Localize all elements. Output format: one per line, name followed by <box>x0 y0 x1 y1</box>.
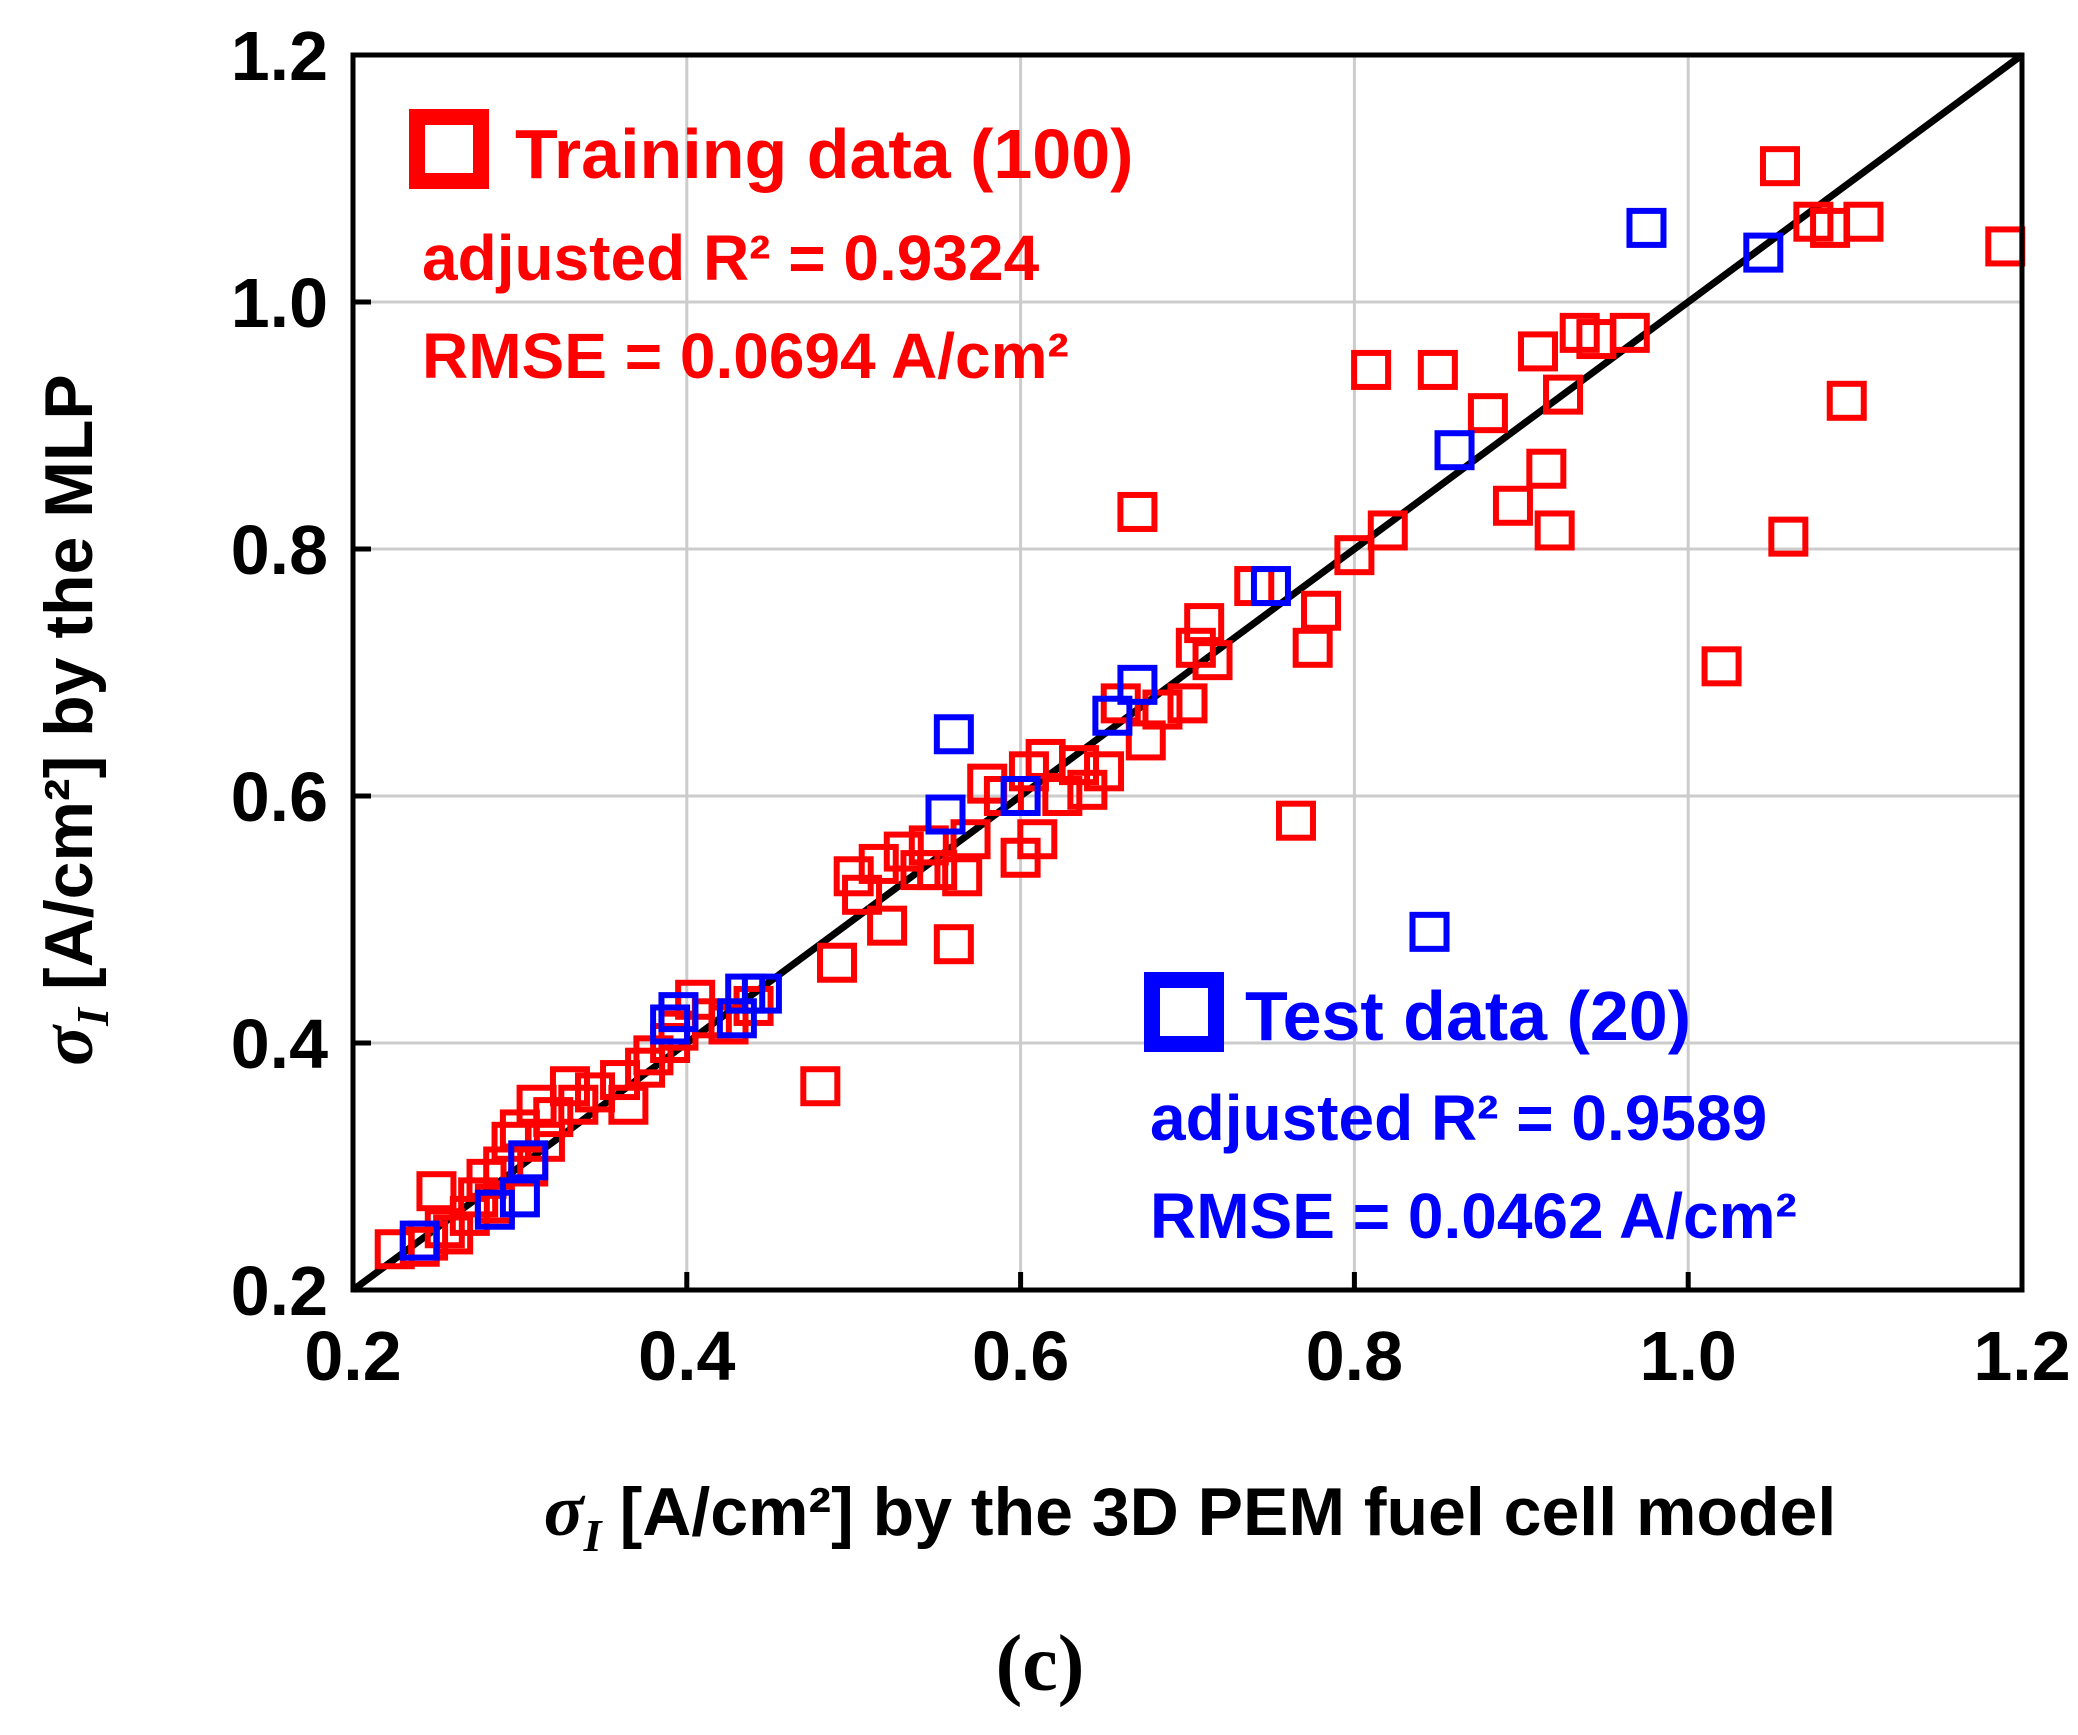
test-point <box>474 1189 515 1230</box>
test-point <box>1626 207 1667 248</box>
test-point <box>1117 664 1158 705</box>
x-tick-label: 0.8 <box>1306 1317 1403 1395</box>
test-point <box>716 998 757 1039</box>
x-tick-label: 1.2 <box>1973 1317 2070 1395</box>
panel-label: (c) <box>996 1620 1085 1708</box>
training-point <box>800 1066 841 1107</box>
training-point <box>1292 627 1333 668</box>
y-axis-subscript: I <box>67 1006 118 1027</box>
x-tick-label: 1.0 <box>1640 1317 1737 1395</box>
y-tick-label: 0.2 <box>231 1252 328 1330</box>
legend-test-label: Test data (20) <box>1245 977 1691 1055</box>
training-point <box>1084 751 1125 792</box>
legend-training-marker <box>409 109 489 189</box>
legend-training-label: Training data (100) <box>515 115 1133 193</box>
legend-training: Training data (100) adjusted R² = 0.9324… <box>409 109 1133 392</box>
training-point <box>1117 491 1158 532</box>
training-point <box>1768 516 1809 557</box>
test-point <box>1434 430 1475 471</box>
training-point <box>1167 683 1208 724</box>
test-rmse-label: RMSE = 0.0462 A/cm² <box>1150 1180 1797 1252</box>
training-point <box>917 850 958 891</box>
test-point <box>658 992 699 1033</box>
y-axis-symbol: σ <box>27 1024 109 1066</box>
test-point <box>741 973 782 1014</box>
test-point <box>650 1004 691 1045</box>
y-tick-label: 0.8 <box>231 511 328 589</box>
training-point <box>942 856 983 897</box>
y-tick-label: 0.6 <box>231 758 328 836</box>
test-point <box>1250 566 1291 607</box>
training-point <box>1017 819 1058 860</box>
training-point <box>1142 689 1183 730</box>
test-point <box>399 1220 440 1261</box>
x-axis-subscript: I <box>583 1510 604 1561</box>
training-point <box>933 924 974 965</box>
training-point <box>1417 349 1458 390</box>
training-point <box>1534 510 1575 551</box>
training-point <box>1526 448 1567 489</box>
x-tick-label: 0.2 <box>304 1317 401 1395</box>
test-point <box>925 794 966 835</box>
test-point <box>508 1140 549 1181</box>
y-tick-label: 0.4 <box>231 1005 328 1083</box>
training-point <box>1351 349 1392 390</box>
legend-test: Test data (20) adjusted R² = 0.9589 RMSE… <box>1144 972 1797 1252</box>
y-axis-text: [A/cm²] by the MLP <box>31 374 107 990</box>
training-point <box>1275 800 1316 841</box>
test-point <box>1000 776 1041 816</box>
training-point <box>1059 745 1100 786</box>
axis-ticks: 0.2 0.4 0.6 0.8 1.0 1.2 0.2 0.4 0.6 0.8 1.0 1.2 <box>231 17 2071 1395</box>
test-point <box>1743 232 1784 273</box>
x-tick-label: 0.4 <box>638 1317 735 1395</box>
test-point <box>1092 695 1133 736</box>
training-point <box>600 1060 641 1101</box>
training-point <box>1192 640 1233 681</box>
training-point <box>1301 590 1342 631</box>
test-point <box>933 714 974 755</box>
training-point <box>867 905 908 946</box>
training-point <box>608 1084 649 1125</box>
training-rmse-label: RMSE = 0.0694 A/cm² <box>422 320 1069 392</box>
training-point <box>858 843 899 884</box>
training-point <box>625 1047 666 1088</box>
training-point <box>1843 201 1884 242</box>
y-tick-label: 1.2 <box>231 17 328 95</box>
data-points <box>374 146 2026 1270</box>
test-r2-label: adjusted R² = 0.9589 <box>1150 1082 1767 1154</box>
x-tick-label: 0.6 <box>972 1317 1069 1395</box>
test-point <box>499 1177 540 1218</box>
y-axis-label: σI [A/cm²] by the MLP <box>27 374 118 1066</box>
plot-frame <box>350 52 2025 1293</box>
training-point <box>1517 331 1558 372</box>
training-point <box>1334 535 1375 576</box>
x-axis-symbol: σ <box>544 1470 586 1552</box>
training-point <box>950 819 991 860</box>
test-point <box>1409 911 1450 952</box>
training-point <box>1543 374 1584 415</box>
training-point <box>1467 393 1508 434</box>
training-point <box>1759 146 1800 187</box>
training-point <box>1492 485 1533 526</box>
training-point <box>424 1208 465 1249</box>
x-axis-text: [A/cm²] by the 3D PEM fuel cell model <box>620 1474 1837 1550</box>
legend-test-marker <box>1144 972 1224 1052</box>
training-point <box>416 1171 457 1212</box>
training-point <box>817 942 858 983</box>
training-point <box>1701 646 1742 687</box>
x-axis-label: σI [A/cm²] by the 3D PEM fuel cell model <box>544 1470 1836 1561</box>
training-r2-label: adjusted R² = 0.9324 <box>422 222 1040 294</box>
training-point <box>1985 226 2026 267</box>
training-point <box>1826 380 1867 421</box>
training-point <box>1367 510 1408 551</box>
training-point <box>1609 312 1650 353</box>
y-tick-label: 1.0 <box>231 264 328 342</box>
training-point <box>1184 603 1225 644</box>
